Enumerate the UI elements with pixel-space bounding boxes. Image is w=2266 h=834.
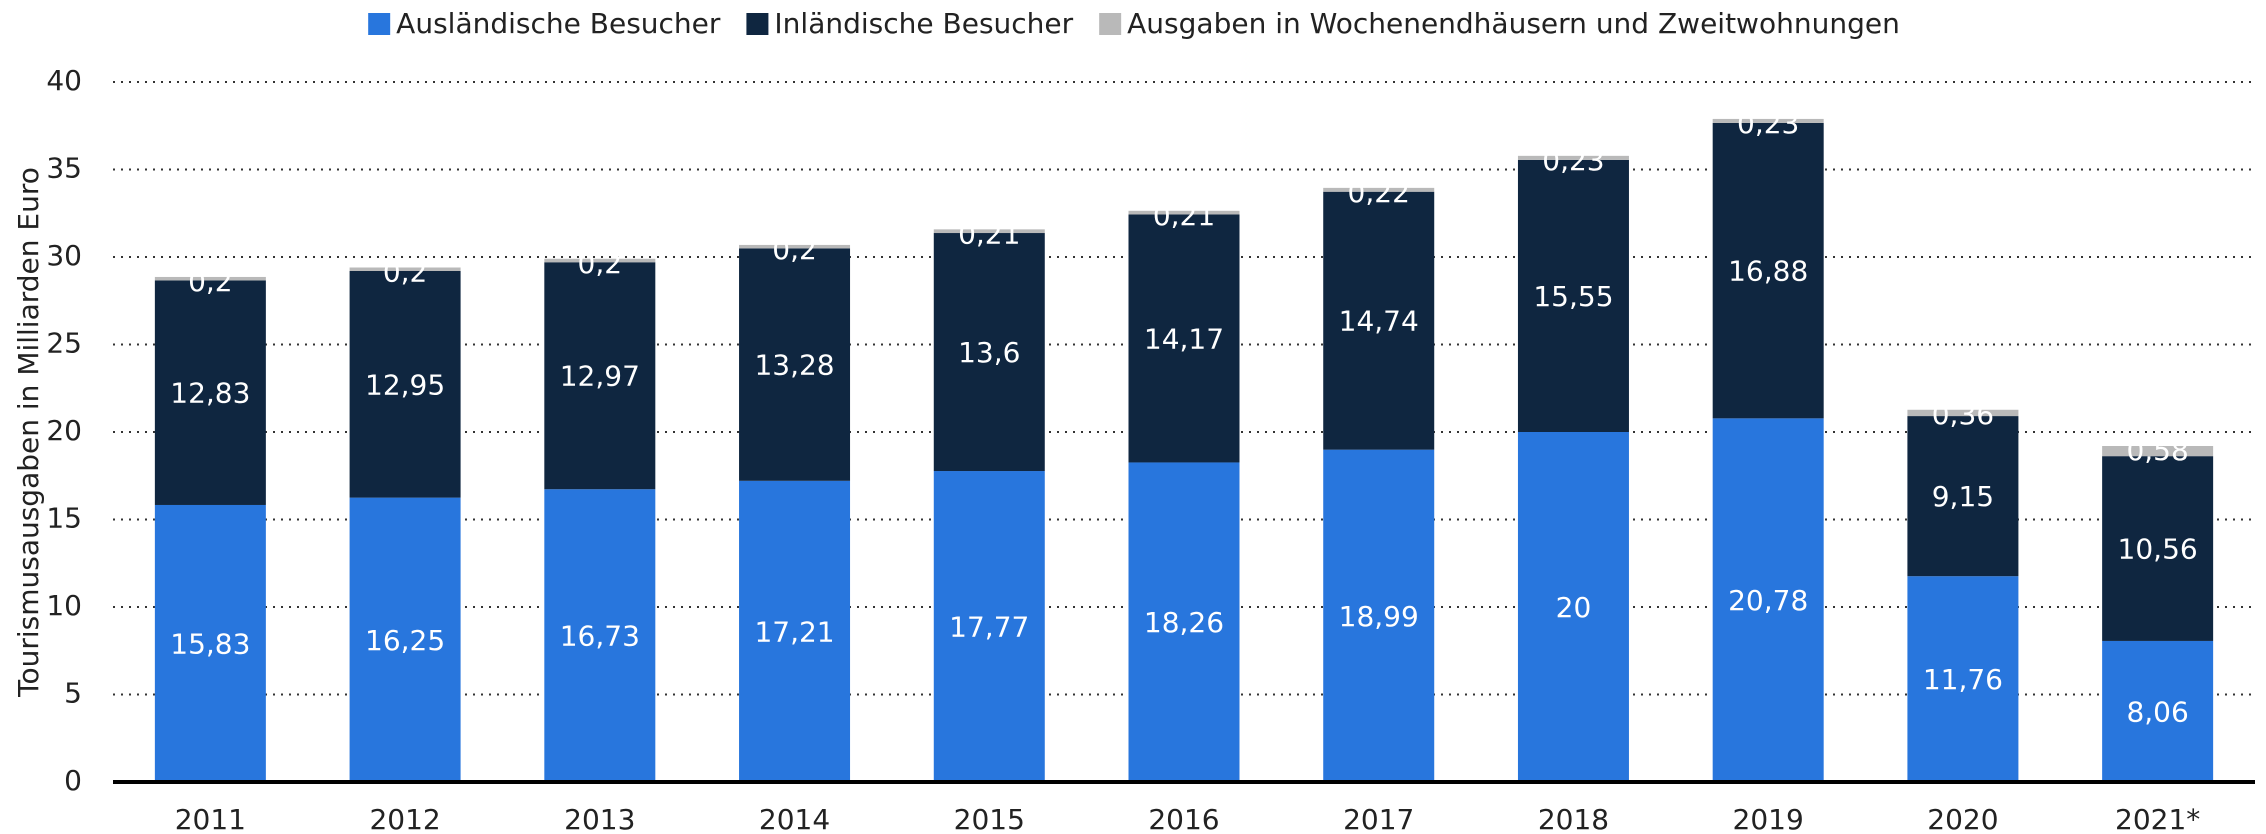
data-label: 11,76 [1923,663,2003,696]
bar-segment [544,258,656,263]
x-tick-label: 2015 [954,803,1025,834]
y-tick-label: 40 [46,64,82,97]
data-label: 0,23 [1737,107,1799,140]
y-tick-label: 30 [46,239,82,272]
bar-segment [544,489,656,782]
data-label: 12,95 [365,368,445,401]
bar-segment [933,233,1045,472]
x-tick-label: 2019 [1733,803,1804,834]
data-label: 0,2 [772,233,817,266]
bar-segment [349,497,461,782]
y-tick-label: 25 [46,327,82,360]
x-tick-label: 2013 [564,803,635,834]
legend-label: Inländische Besucher [774,7,1073,40]
bar-segment [154,280,266,505]
data-label: 13,6 [958,336,1020,369]
data-label: 0,2 [578,247,623,280]
bar-segment [1323,449,1435,782]
bar-segment [1907,576,2019,782]
bar-segment [349,267,461,271]
bar-segment [1712,418,1824,782]
bar-segment [933,471,1045,782]
data-label: 16,73 [560,620,640,653]
bar-segment [739,480,851,782]
data-label: 0,36 [1932,398,1994,431]
data-label: 18,26 [1144,606,1224,639]
bar-segment [933,229,1045,234]
x-tick-label: 2016 [1148,803,1219,834]
x-tick-label: 2014 [759,803,830,834]
bar-segment [2102,446,2214,457]
data-label: 17,77 [949,611,1029,644]
bar-segment [1128,214,1240,463]
bar-segment [1907,409,2019,417]
data-label: 0,2 [188,265,233,298]
bar-segment [1323,187,1435,192]
bar-segment [1907,416,2019,577]
x-tick-label: 2011 [175,803,246,834]
data-label: 8,06 [2126,695,2188,728]
data-label: 10,56 [2118,533,2198,566]
x-tick-label: 2021* [2115,803,2200,834]
data-label: 20,78 [1728,584,1808,617]
y-tick-label: 10 [46,589,82,622]
data-label: 12,83 [170,377,250,410]
bar-segment [739,248,851,481]
data-label: 0,21 [1153,199,1215,232]
legend-label: Ausländische Besucher [396,7,721,40]
x-tick-label: 2018 [1538,803,1609,834]
legend-swatch [746,13,769,35]
y-tick-label: 15 [46,502,82,535]
data-label: 18,99 [1339,600,1419,633]
data-label: 17,21 [754,615,834,648]
data-label: 0,2 [383,256,428,289]
data-label: 15,83 [170,627,250,660]
bar-segment [1128,462,1240,782]
bar-segment [1712,122,1824,419]
legend-label: Ausgaben in Wochenendhäusern und Zweitwo… [1127,7,1900,40]
bar-segment [544,262,656,490]
data-label: 0,22 [1348,176,1410,209]
data-label: 15,55 [1533,280,1613,313]
data-label: 0,58 [2126,434,2188,467]
legend-swatch [1099,13,1122,35]
data-label: 9,15 [1932,480,1994,513]
data-label: 16,88 [1728,255,1808,288]
data-label: 20 [1556,591,1592,624]
bar-segment [154,504,266,782]
y-tick-label: 35 [46,152,82,185]
y-tick-label: 20 [46,414,82,447]
bar-segment [154,276,266,281]
bar-segment [1517,155,1629,160]
bar-segment [1517,159,1629,432]
data-label: 14,74 [1339,305,1419,338]
x-tick-label: 2020 [1927,803,1998,834]
bar-segment [2102,456,2214,641]
bar-segment [1517,432,1629,782]
bar-segment [1712,118,1824,123]
data-label: 16,25 [365,624,445,657]
x-tick-label: 2012 [369,803,440,834]
y-axis-label: Tourismusausgaben in Milliarden Euro [12,167,45,698]
bar-segment [1128,210,1240,215]
bar-segment [2102,640,2214,782]
data-label: 13,28 [754,349,834,382]
x-tick-label: 2017 [1343,803,1414,834]
data-label: 12,97 [560,360,640,393]
bar-segment [1323,191,1435,450]
legend-swatch [368,13,391,35]
data-label: 14,17 [1144,322,1224,355]
data-label: 0,23 [1542,144,1604,177]
bar-segment [739,244,851,249]
bar-segment [349,271,461,498]
y-tick-label: 5 [64,677,82,710]
data-label: 0,21 [958,217,1020,250]
y-tick-label: 0 [64,764,82,797]
